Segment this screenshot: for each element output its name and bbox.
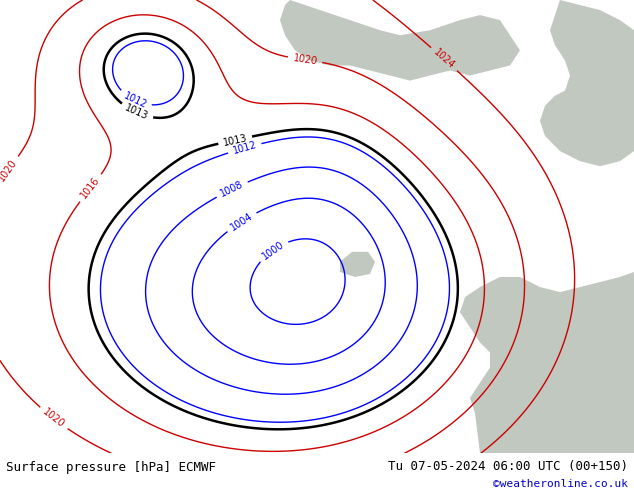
Text: 1004: 1004	[228, 211, 254, 232]
Text: 1013: 1013	[124, 103, 150, 122]
Text: Surface pressure [hPa] ECMWF: Surface pressure [hPa] ECMWF	[6, 462, 216, 474]
Text: Tu 07-05-2024 06:00 UTC (00+150): Tu 07-05-2024 06:00 UTC (00+150)	[387, 460, 628, 473]
Text: 1020: 1020	[0, 158, 19, 183]
Polygon shape	[340, 252, 375, 277]
Polygon shape	[460, 272, 634, 453]
Polygon shape	[280, 0, 520, 80]
Text: 1012: 1012	[231, 140, 258, 156]
Text: 1013: 1013	[222, 133, 248, 147]
Text: 1000: 1000	[260, 239, 286, 261]
Polygon shape	[540, 0, 634, 166]
Text: 1016: 1016	[79, 175, 102, 201]
Text: ©weatheronline.co.uk: ©weatheronline.co.uk	[493, 480, 628, 490]
Text: 1012: 1012	[122, 91, 148, 110]
Text: 1020: 1020	[41, 407, 67, 430]
Text: 1008: 1008	[219, 179, 245, 199]
Text: 1024: 1024	[432, 47, 456, 71]
Text: 1020: 1020	[292, 53, 318, 67]
